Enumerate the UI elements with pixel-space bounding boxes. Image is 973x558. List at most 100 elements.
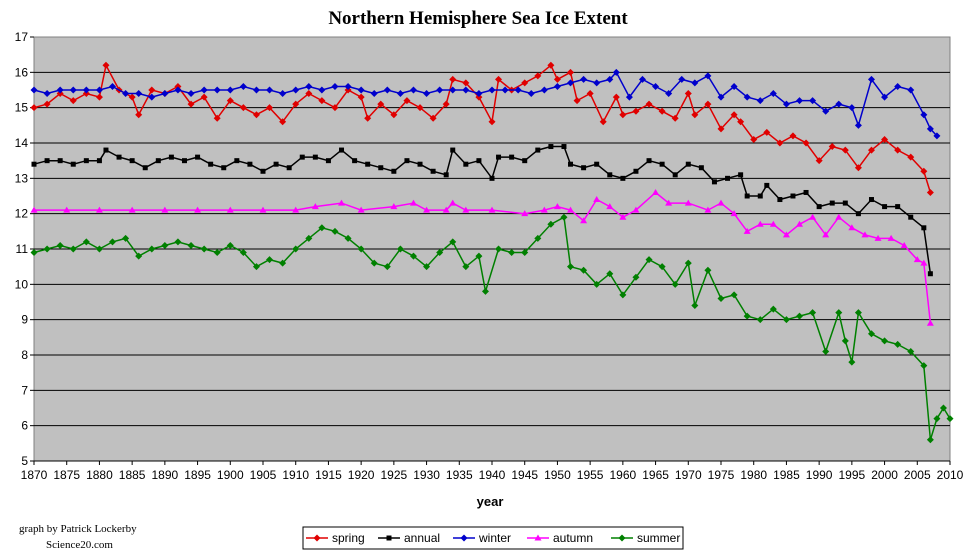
autumn-point — [462, 206, 470, 213]
summer-point — [933, 415, 941, 423]
summer-point — [547, 220, 555, 228]
annual-point — [496, 154, 502, 160]
annual-point — [273, 161, 279, 167]
autumn-point — [887, 234, 895, 241]
summer-point — [357, 245, 365, 253]
x-tick-label: 1880 — [86, 468, 113, 482]
winter-point — [580, 75, 588, 83]
winter-point — [652, 82, 660, 90]
summer-point — [946, 415, 954, 423]
summer-point — [213, 249, 221, 257]
annual-point — [895, 204, 901, 210]
chart-title: Northern Hemisphere Sea Ice Extent — [328, 8, 628, 29]
spring-point — [567, 68, 575, 76]
summer-line — [33, 216, 951, 441]
summer-point — [475, 252, 483, 260]
summer-point — [756, 316, 764, 324]
summer-point — [148, 245, 156, 253]
spring-point — [43, 100, 51, 108]
legend-marker-autumn — [534, 534, 542, 541]
annual-point — [234, 158, 240, 164]
spring-point — [573, 97, 581, 105]
autumn-point — [580, 217, 588, 224]
winter-point — [809, 97, 817, 105]
annual-point — [31, 161, 37, 167]
annual-point — [286, 165, 292, 171]
spring-point — [619, 111, 627, 119]
summer-point — [436, 249, 444, 257]
winter-point — [279, 90, 287, 98]
winter-point — [161, 90, 169, 98]
annual-point — [57, 158, 63, 164]
x-tick-label: 1875 — [53, 468, 80, 482]
spring-point — [442, 100, 450, 108]
annual-point — [325, 158, 331, 164]
spring-point — [82, 90, 90, 98]
winter-point — [82, 86, 90, 94]
summer-point — [854, 309, 862, 317]
winter-point — [226, 86, 234, 94]
spring-point — [828, 143, 836, 151]
autumn-point — [259, 206, 267, 213]
y-tick-label: 16 — [15, 65, 29, 79]
spring-point — [763, 128, 771, 136]
winter-point — [854, 121, 862, 129]
annual-point — [829, 200, 835, 206]
winter-point — [730, 82, 738, 90]
spring-point — [429, 114, 437, 122]
summer-point — [82, 238, 90, 246]
winter-point — [30, 86, 38, 94]
autumn-point — [822, 231, 830, 238]
winter-point — [514, 86, 522, 94]
autumn-point — [743, 227, 751, 234]
summer-point — [939, 404, 947, 412]
legend-label-summer: summer — [637, 531, 680, 545]
spring-point — [344, 86, 352, 94]
summer-point — [462, 263, 470, 271]
legend-label-autumn: autumn — [553, 531, 593, 545]
summer-point — [848, 358, 856, 366]
winter-point — [409, 86, 417, 94]
summer-point — [305, 234, 313, 242]
winter-point — [835, 100, 843, 108]
spring-point — [266, 104, 274, 112]
spring-point — [95, 93, 103, 101]
x-tick-label: 2000 — [871, 468, 898, 482]
annual-point — [83, 158, 89, 164]
spring-point — [30, 104, 38, 112]
summer-point — [645, 256, 653, 264]
autumn-point — [95, 206, 103, 213]
spring-point — [56, 90, 64, 98]
series-group — [30, 61, 954, 444]
autumn-point — [809, 213, 817, 220]
annual-point — [96, 158, 102, 164]
annual-point — [339, 147, 345, 153]
series-autumn — [30, 188, 934, 326]
summer-point — [495, 245, 503, 253]
autumn-point — [409, 199, 417, 206]
x-tick-label: 1970 — [675, 468, 702, 482]
annual-point — [312, 154, 318, 160]
autumn-point — [920, 259, 928, 266]
winter-point — [567, 79, 575, 87]
summer-point — [717, 294, 725, 302]
y-tick-label: 11 — [16, 242, 29, 256]
x-tick-label: 1915 — [315, 468, 342, 482]
autumn-point — [161, 206, 169, 213]
x-tick-label: 1890 — [152, 468, 179, 482]
annual-point — [489, 175, 495, 181]
summer-point — [122, 234, 130, 242]
annual-point — [882, 204, 888, 210]
spring-point — [750, 135, 758, 143]
summer-point — [318, 224, 326, 232]
spring-point — [252, 111, 260, 119]
annual-point — [70, 161, 76, 167]
autumn-point — [632, 206, 640, 213]
summer-point — [266, 256, 274, 264]
winter-point — [187, 90, 195, 98]
x-axis-label: year — [477, 494, 504, 509]
winter-point — [867, 75, 875, 83]
series-summer — [30, 213, 954, 444]
spring-point — [704, 100, 712, 108]
annual-point — [646, 158, 652, 164]
